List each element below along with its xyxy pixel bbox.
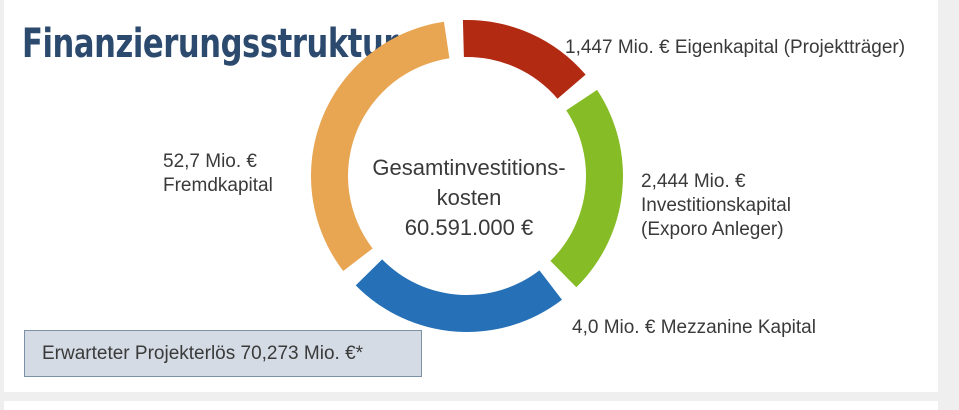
center-line-1: Gesamtinvestitions- (372, 155, 566, 180)
label-eigenkapital: 1,447 Mio. € Eigenkapital (Projektträger… (565, 37, 906, 58)
label-investitionskapital-sub: (Exporo Anleger) (641, 219, 784, 240)
label-fremdkapital-name: Fremdkapital (163, 175, 273, 196)
label-investitionskapital-name: Investitionskapital (641, 195, 791, 216)
label-investitionskapital-value: 2,444 Mio. € (641, 171, 746, 192)
donut-segment-eigenkapital (462, 19, 586, 99)
label-fremdkapital-value: 52,7 Mio. € (163, 151, 257, 172)
expected-revenue-box: Erwarteter Projekterlös 70,273 Mio. €* (24, 330, 422, 377)
label-mezzanine: 4,0 Mio. € Mezzanine Kapital (572, 317, 816, 338)
donut-segment-investitionskapital (550, 89, 623, 288)
total-investment-label: Gesamtinvestitions- kosten 60.591.000 € (349, 153, 589, 243)
label-fremdkapital: 52,7 Mio. € Fremdkapital (163, 150, 273, 198)
chart-title: Finanzierungsstruktur (22, 21, 398, 67)
donut-segment-fremdkapital (311, 21, 450, 271)
next-card (4, 401, 938, 410)
center-line-2: kosten (436, 185, 502, 210)
donut-segment-mezzanine (355, 259, 562, 333)
label-investitionskapital: 2,444 Mio. € Investitionskapital (Exporo… (641, 170, 791, 242)
center-total-value: 60.591.000 € (404, 215, 534, 240)
